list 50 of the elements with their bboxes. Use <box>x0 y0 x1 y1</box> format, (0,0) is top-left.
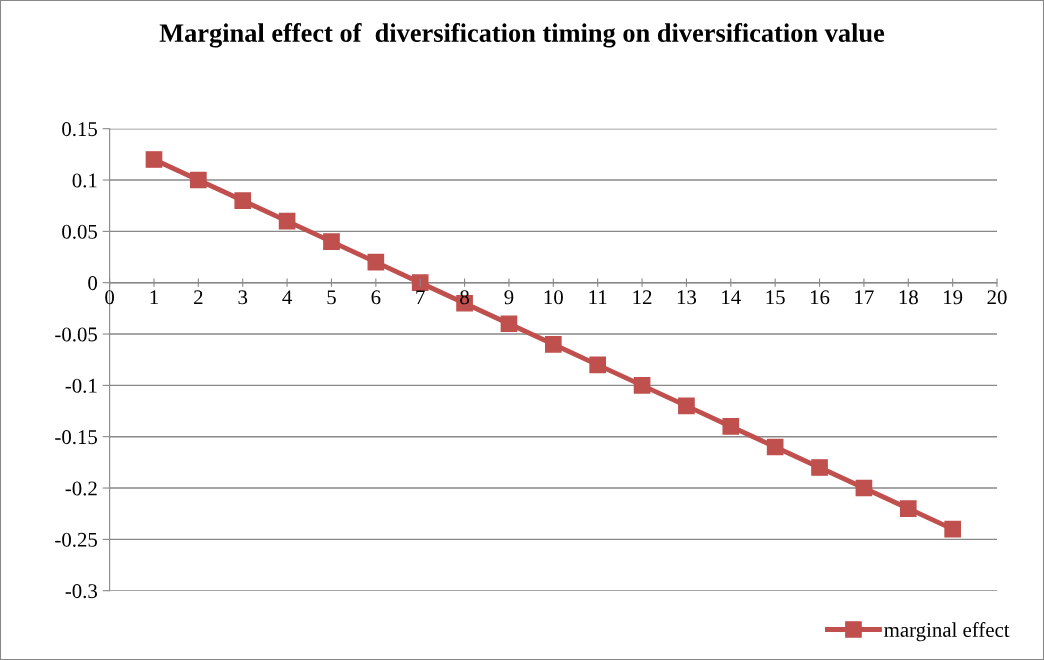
point <box>678 397 695 415</box>
legend-label: marginal effect <box>884 622 1010 642</box>
x-tick-label: 10 <box>544 290 563 305</box>
point <box>500 315 518 333</box>
x-tick-label: 15 <box>766 290 785 305</box>
x-tick-label: 5 <box>327 290 336 305</box>
y-tick-label: -0.15 <box>55 430 97 445</box>
x-tick-label: 18 <box>899 290 918 305</box>
point <box>234 192 252 209</box>
x-tick-label: 17 <box>855 290 874 305</box>
x-tick-label: 1 <box>150 290 158 305</box>
x-tick-label: 13 <box>677 290 697 305</box>
x-tick-label: 4 <box>282 290 292 305</box>
point <box>766 438 784 456</box>
x-tick-label: 7 <box>416 290 425 305</box>
point <box>589 356 607 374</box>
x-tick-label: 20 <box>987 290 1007 305</box>
x-tick-label: 2 <box>194 290 203 305</box>
x-tick-label: 12 <box>633 290 652 305</box>
y-tick-label: -0.05 <box>55 327 97 342</box>
y-tick-label: -0.1 <box>65 378 97 393</box>
y-tick-label: 0.1 <box>72 173 97 188</box>
point <box>899 500 917 517</box>
point <box>323 233 340 250</box>
point <box>722 418 740 435</box>
x-tick-label: 6 <box>371 290 381 305</box>
point <box>367 253 385 271</box>
x-tick-label: 16 <box>810 290 830 305</box>
point <box>811 459 828 476</box>
chart-title: Marginal effect of diversification timing on diversification value <box>159 23 885 48</box>
y-tick-label: -0.2 <box>65 481 97 496</box>
point <box>190 171 207 189</box>
x-tick-label: 3 <box>238 290 248 305</box>
point <box>145 151 163 168</box>
y-tick-label: 0.05 <box>62 224 97 239</box>
x-tick-label: 14 <box>722 290 741 305</box>
y-tick-label: 0 <box>88 276 98 291</box>
y-tick-label: -0.3 <box>65 584 97 599</box>
y-tick-label: 0.15 <box>62 122 97 137</box>
point <box>278 212 296 230</box>
x-tick-label: 19 <box>944 290 963 305</box>
point <box>411 274 429 292</box>
point <box>855 479 873 497</box>
y-tick-label: -0.25 <box>55 532 97 547</box>
x-tick-label: 11 <box>589 290 607 305</box>
point <box>944 520 961 538</box>
point <box>544 335 562 353</box>
x-tick-label: 9 <box>504 290 514 305</box>
x-tick-label: 0 <box>105 290 115 305</box>
point <box>633 377 651 394</box>
